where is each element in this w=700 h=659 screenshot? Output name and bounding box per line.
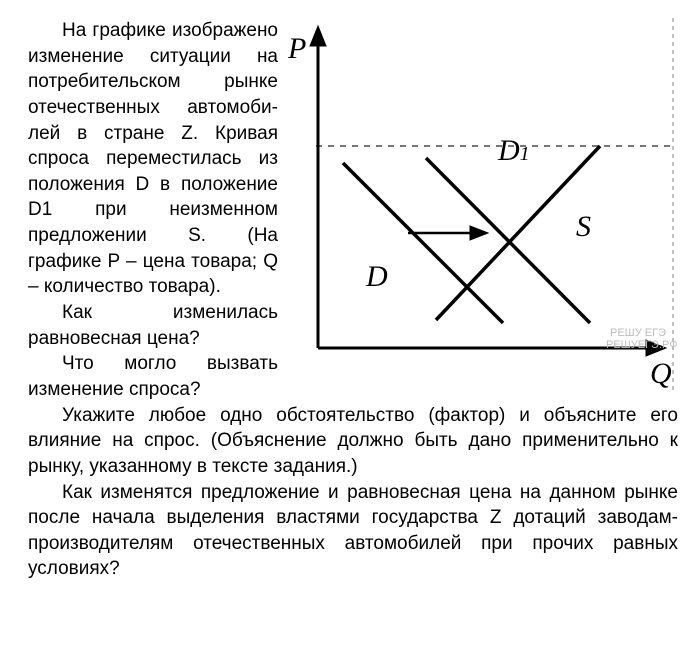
- y-axis-label: P: [288, 32, 306, 65]
- d1-label: D1: [497, 134, 530, 167]
- y-axis-arrow: [310, 26, 326, 46]
- demand-supply-chart: P Q D D1 S РЕШУ ЕГЭ РЕШУЕГЭ.РФ: [288, 18, 678, 393]
- watermark-line2: РЕШУЕГЭ.РФ: [606, 339, 678, 351]
- paragraph-4: Укажите любое одно обстоятельство (факто…: [28, 403, 678, 480]
- curve-d: [343, 163, 503, 323]
- shift-arrow-head: [470, 226, 488, 240]
- watermark-line1: РЕШУ ЕГЭ: [610, 327, 666, 339]
- d-label: D: [365, 260, 388, 293]
- paragraph-5: Как изменятся предложение и равновесная …: [28, 480, 678, 583]
- x-axis-label: Q: [650, 357, 672, 390]
- chart-svg: P Q D D1 S РЕШУ ЕГЭ РЕШУЕГЭ.РФ: [288, 18, 678, 393]
- s-label: S: [576, 210, 591, 243]
